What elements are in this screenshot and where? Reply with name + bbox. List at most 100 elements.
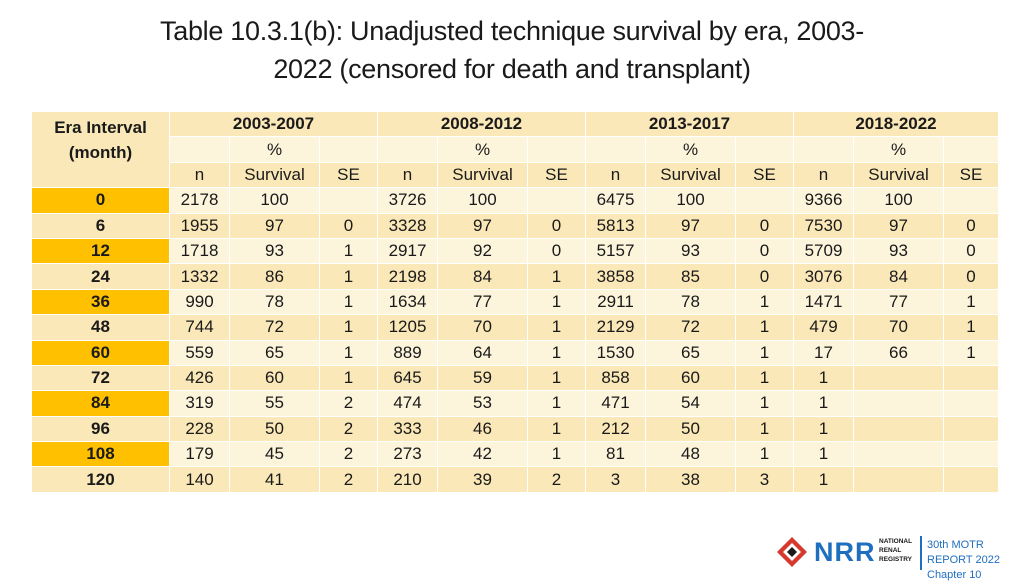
survival-cell <box>853 415 944 443</box>
n-cell: 559 <box>169 339 230 366</box>
survival-cell: 54 <box>645 390 736 417</box>
table-row: 72 426 60 1 645 59 1 858 60 1 1 <box>31 364 999 392</box>
n-cell: 319 <box>169 390 230 417</box>
n-cell: 1955 <box>169 212 230 239</box>
n-cell: 140 <box>169 466 230 493</box>
era-interval-cell: 108 <box>31 441 170 468</box>
se-cell: 1 <box>735 314 794 341</box>
se-cell: 1 <box>527 415 586 443</box>
col-n: n <box>169 161 230 189</box>
n-cell: 9366 <box>793 187 854 214</box>
se-cell: 1 <box>319 263 378 290</box>
survival-cell: 41 <box>229 466 320 493</box>
n-cell: 471 <box>585 390 646 417</box>
group-header-2013-2017: 2013-2017 <box>585 110 794 138</box>
footer-divider <box>920 536 922 570</box>
se-cell: 1 <box>735 364 794 392</box>
brand-sub-line-3: REGISTRY <box>879 556 912 563</box>
survival-cell: 42 <box>437 441 528 468</box>
n-cell: 3726 <box>377 187 438 214</box>
se-cell: 1 <box>735 288 794 316</box>
se-cell: 1 <box>735 415 794 443</box>
survival-cell: 78 <box>229 288 320 316</box>
era-interval-cell: 0 <box>31 187 170 214</box>
table-row: 60 559 65 1 889 64 1 1530 65 1 17 66 1 <box>31 339 999 366</box>
se-cell: 0 <box>319 212 378 239</box>
n-cell: 5157 <box>585 237 646 265</box>
title-line-1: Table 10.3.1(b): Unadjusted technique su… <box>160 16 864 46</box>
survival-cell: 97 <box>437 212 528 239</box>
n-cell: 1 <box>793 466 854 493</box>
survival-cell: 92 <box>437 237 528 265</box>
survival-cell: 39 <box>437 466 528 493</box>
report-title: 30th MOTR REPORT 2022 <box>927 539 1000 566</box>
col-se: SE <box>527 161 586 189</box>
survival-cell: 59 <box>437 364 528 392</box>
survival-cell: 100 <box>645 187 736 214</box>
era-interval-header: Era Interval (month) <box>31 110 170 189</box>
footer-branding: NRR NATIONAL RENAL REGISTRY 30th MOTR RE… <box>764 530 1024 581</box>
survival-cell: 84 <box>853 263 944 290</box>
survival-cell: 38 <box>645 466 736 493</box>
era-interval-cell: 12 <box>31 237 170 265</box>
survival-cell: 60 <box>645 364 736 392</box>
se-cell: 0 <box>527 237 586 265</box>
se-cell: 0 <box>735 263 794 290</box>
blank-cell <box>319 136 378 163</box>
se-cell: 1 <box>527 314 586 341</box>
n-cell: 474 <box>377 390 438 417</box>
col-se: SE <box>319 161 378 189</box>
survival-cell: 93 <box>645 237 736 265</box>
group-header-2008-2012: 2008-2012 <box>377 110 586 138</box>
survival-cell: 72 <box>229 314 320 341</box>
brand-wordmark: NRR <box>814 537 876 567</box>
survival-cell <box>853 441 944 468</box>
era-interval-cell: 120 <box>31 466 170 493</box>
n-cell: 5709 <box>793 237 854 265</box>
n-cell: 2129 <box>585 314 646 341</box>
table-row: 0 2178 100 3726 100 6475 100 9366 100 <box>31 187 999 214</box>
survival-cell: 65 <box>229 339 320 366</box>
survival-cell: 66 <box>853 339 944 366</box>
se-cell: 0 <box>527 212 586 239</box>
se-cell <box>943 415 999 443</box>
col-n: n <box>377 161 438 189</box>
se-cell: 1 <box>527 288 586 316</box>
se-cell: 1 <box>735 390 794 417</box>
survival-cell <box>853 466 944 493</box>
era-interval-cell: 24 <box>31 263 170 290</box>
n-cell: 1205 <box>377 314 438 341</box>
n-cell: 1 <box>793 415 854 443</box>
se-cell: 1 <box>943 288 999 316</box>
se-cell: 2 <box>527 466 586 493</box>
n-cell: 333 <box>377 415 438 443</box>
n-cell: 228 <box>169 415 230 443</box>
blank-cell <box>169 136 230 163</box>
n-cell: 858 <box>585 364 646 392</box>
se-cell: 1 <box>527 390 586 417</box>
n-cell: 1530 <box>585 339 646 366</box>
n-cell: 212 <box>585 415 646 443</box>
survival-cell: 46 <box>437 415 528 443</box>
n-cell: 3 <box>585 466 646 493</box>
group-header-2018-2022: 2018-2022 <box>793 110 999 138</box>
table-row: 84 319 55 2 474 53 1 471 54 1 1 <box>31 390 999 417</box>
blank-cell <box>377 136 438 163</box>
table-row: 12 1718 93 1 2917 92 0 5157 93 0 5709 93 0 <box>31 237 999 265</box>
table-row: 48 744 72 1 1205 70 1 2129 72 1 479 70 1 <box>31 314 999 341</box>
se-cell: 1 <box>319 339 378 366</box>
n-cell: 1718 <box>169 237 230 265</box>
survival-cell: 78 <box>645 288 736 316</box>
era-interval-cell: 36 <box>31 288 170 316</box>
survival-cell: 45 <box>229 441 320 468</box>
se-cell <box>943 441 999 468</box>
se-cell: 2 <box>319 441 378 468</box>
survival-cell: 77 <box>437 288 528 316</box>
survival-cell: 100 <box>437 187 528 214</box>
survival-cell: 97 <box>853 212 944 239</box>
table-row: 108 179 45 2 273 42 1 81 48 1 1 <box>31 441 999 468</box>
se-cell: 1 <box>319 237 378 265</box>
era-interval-cell: 84 <box>31 390 170 417</box>
se-cell <box>319 187 378 214</box>
n-cell: 3328 <box>377 212 438 239</box>
